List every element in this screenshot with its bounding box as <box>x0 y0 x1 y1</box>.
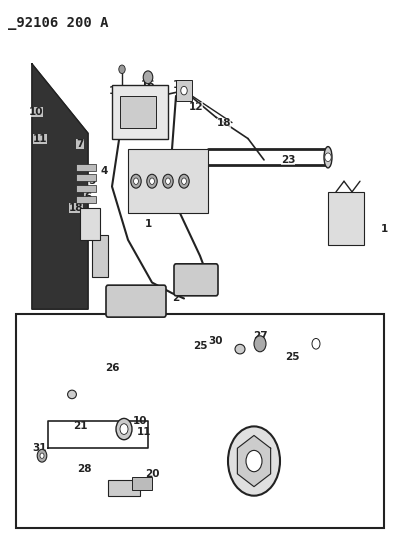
Text: 27: 27 <box>253 331 267 341</box>
Circle shape <box>182 178 186 184</box>
Text: 11: 11 <box>137 427 151 437</box>
Text: 9: 9 <box>92 256 100 266</box>
Text: 2: 2 <box>172 294 180 303</box>
Bar <box>132 477 152 490</box>
Text: 1: 1 <box>144 219 152 229</box>
Text: 18: 18 <box>345 208 359 218</box>
Text: 20: 20 <box>145 470 159 479</box>
Bar <box>76 174 96 181</box>
Text: 22: 22 <box>165 171 179 181</box>
FancyBboxPatch shape <box>174 264 218 296</box>
Circle shape <box>181 86 187 95</box>
Bar <box>76 164 96 171</box>
Bar <box>80 208 100 240</box>
Text: 10: 10 <box>133 416 147 426</box>
Circle shape <box>143 71 153 84</box>
Text: 15: 15 <box>109 86 123 95</box>
Bar <box>76 196 96 203</box>
Bar <box>92 235 108 277</box>
Circle shape <box>246 450 262 472</box>
Text: 14: 14 <box>125 102 139 111</box>
Circle shape <box>150 178 154 184</box>
Circle shape <box>312 338 320 349</box>
Circle shape <box>116 418 132 440</box>
Circle shape <box>325 153 331 161</box>
Circle shape <box>40 453 44 458</box>
Text: 10: 10 <box>29 107 43 117</box>
Circle shape <box>119 65 125 74</box>
Circle shape <box>131 174 141 188</box>
Bar <box>128 149 208 213</box>
Text: 18: 18 <box>217 118 231 127</box>
Text: 16: 16 <box>141 80 155 90</box>
Text: 7: 7 <box>76 139 84 149</box>
Text: 11: 11 <box>33 134 47 143</box>
Circle shape <box>120 424 128 434</box>
Circle shape <box>37 449 47 462</box>
Text: 3: 3 <box>156 166 164 175</box>
Polygon shape <box>32 64 88 309</box>
Bar <box>176 80 192 101</box>
Circle shape <box>228 426 280 496</box>
FancyBboxPatch shape <box>106 285 166 317</box>
Bar <box>108 480 140 496</box>
Polygon shape <box>237 435 271 487</box>
Text: _92106 200 A: _92106 200 A <box>8 16 108 30</box>
Text: 4: 4 <box>144 166 152 175</box>
Circle shape <box>243 446 265 476</box>
Ellipse shape <box>68 390 76 399</box>
Circle shape <box>134 178 138 184</box>
Bar <box>328 192 364 245</box>
Text: 30: 30 <box>209 336 223 346</box>
Text: 28: 28 <box>77 464 91 474</box>
Text: 6: 6 <box>84 192 92 202</box>
Bar <box>76 185 96 192</box>
Text: 18: 18 <box>69 203 83 213</box>
Text: 25: 25 <box>285 352 299 362</box>
Circle shape <box>179 174 189 188</box>
Bar <box>120 96 156 128</box>
Text: 29: 29 <box>245 454 259 463</box>
Circle shape <box>163 174 173 188</box>
Circle shape <box>166 178 170 184</box>
Ellipse shape <box>235 344 245 354</box>
Text: 1: 1 <box>380 224 388 234</box>
Text: 32: 32 <box>345 192 359 202</box>
Ellipse shape <box>324 147 332 168</box>
Bar <box>16 314 384 528</box>
Text: 5: 5 <box>88 176 96 186</box>
Circle shape <box>147 174 157 188</box>
Text: 4: 4 <box>100 166 108 175</box>
Text: 12: 12 <box>189 102 203 111</box>
Text: 25: 25 <box>193 342 207 351</box>
Text: 21: 21 <box>73 422 87 431</box>
Text: 31: 31 <box>33 443 47 453</box>
Text: 23: 23 <box>281 155 295 165</box>
Text: 8: 8 <box>84 230 92 239</box>
Text: 13: 13 <box>173 80 187 90</box>
Bar <box>112 85 168 139</box>
Text: 19: 19 <box>125 486 139 495</box>
Circle shape <box>254 336 266 352</box>
Text: 26: 26 <box>105 363 119 373</box>
Text: 17: 17 <box>141 123 155 133</box>
